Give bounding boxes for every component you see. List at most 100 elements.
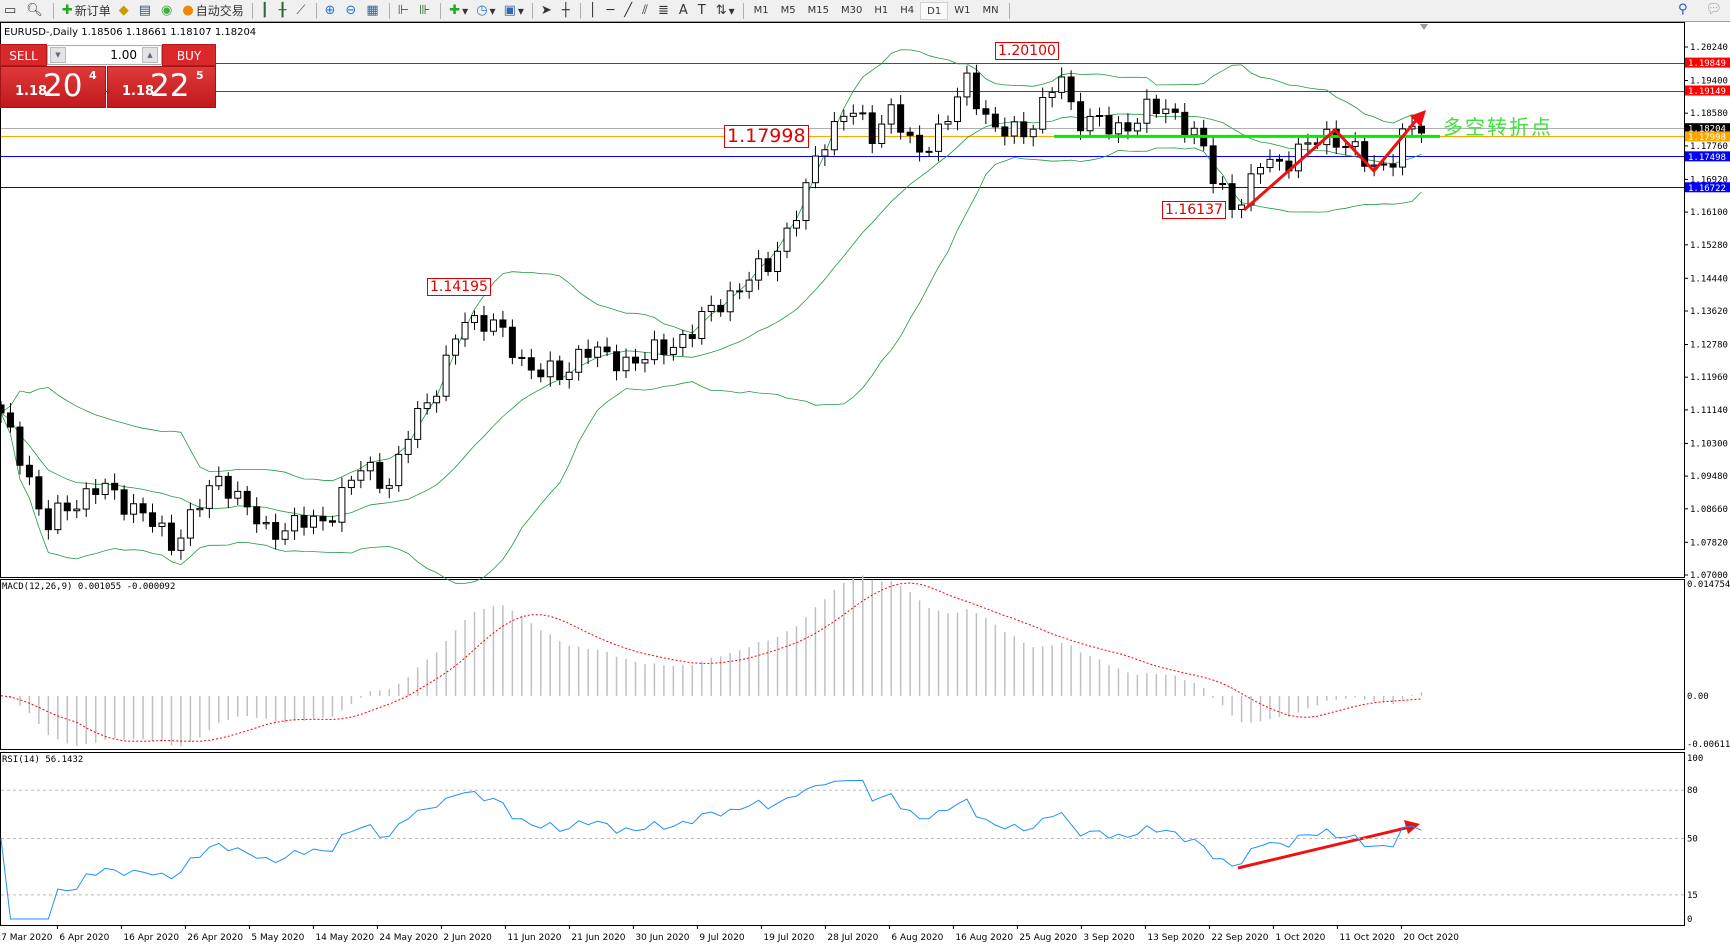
editor-icon: ◆ xyxy=(118,3,129,18)
arrows-button[interactable]: ⇅ ▾ xyxy=(715,3,735,18)
chat-icon[interactable]: 💬︎ xyxy=(1705,2,1722,17)
candle xyxy=(73,499,81,519)
candle-body xyxy=(186,509,194,539)
candle-body xyxy=(177,537,185,551)
candle xyxy=(149,503,157,533)
candle xyxy=(1228,174,1236,219)
periods-button[interactable]: ◷ ▾ xyxy=(476,3,496,18)
candle-body xyxy=(25,464,33,478)
price-marker xyxy=(1685,85,1730,96)
candle-body xyxy=(262,522,270,525)
candle xyxy=(613,344,621,381)
toolbar-right: ⚲ 💬︎ xyxy=(1678,2,1722,17)
candle-body xyxy=(167,522,175,551)
timeframe-h4[interactable]: H4 xyxy=(900,4,915,16)
candle-body xyxy=(0,404,5,414)
text-button[interactable]: A xyxy=(675,1,694,21)
price-label-pivot[interactable]: 1.17998 xyxy=(724,125,809,148)
annotation-text[interactable]: 多空转折点 xyxy=(1443,115,1553,139)
candlestick-button[interactable]: ╂ xyxy=(275,1,293,21)
candle xyxy=(1162,99,1170,124)
candle-body xyxy=(385,485,393,489)
timeframe-m5[interactable]: M5 xyxy=(780,4,796,16)
zoom-properties-button[interactable]: 🔍︎ xyxy=(22,1,49,21)
terminal-button[interactable]: ▤ xyxy=(135,1,157,21)
zoom-out-button[interactable]: ⊖ xyxy=(341,1,362,21)
candle xyxy=(1086,108,1094,137)
timeframe-m15[interactable]: M15 xyxy=(807,4,829,16)
chart-area[interactable]: 1.202401.194001.185801.177601.169201.161… xyxy=(0,22,1730,944)
candle xyxy=(944,115,952,131)
candle-body xyxy=(243,490,251,508)
price-label-june-high[interactable]: 1.14195 xyxy=(427,278,491,296)
new-order-button[interactable]: ✚ 新订单 xyxy=(58,1,115,21)
search-icon[interactable]: ⚲ xyxy=(1677,2,1688,17)
candle-body xyxy=(745,279,753,292)
metaeditor-button[interactable]: ◆ xyxy=(115,1,135,21)
auto-trade-label: 自动交易 xyxy=(195,4,244,18)
cursor-button[interactable]: ➤ xyxy=(537,1,558,21)
candle-body xyxy=(310,515,318,528)
fibonacci-button[interactable]: ≣ xyxy=(654,1,675,21)
auto-trade-button[interactable]: ● 自动交易 xyxy=(178,1,247,21)
candle-body xyxy=(471,315,478,323)
candle-body xyxy=(1048,91,1056,98)
buy-price-prefix: 1.18 xyxy=(122,84,155,99)
timeframe-m1[interactable]: M1 xyxy=(753,4,769,16)
zoom-in-button[interactable]: ⊕ xyxy=(321,1,342,21)
zoom-out-icon: ⊖ xyxy=(345,3,357,18)
timeframe-h1[interactable]: H1 xyxy=(874,4,889,16)
signals-button[interactable]: ◉ xyxy=(157,1,178,21)
channel-button[interactable]: ⫽ xyxy=(638,1,654,21)
candle xyxy=(1058,67,1066,100)
candle xyxy=(376,453,384,494)
line-chart-button[interactable]: ⟋ xyxy=(292,1,311,21)
candle xyxy=(414,401,422,449)
candle-body xyxy=(897,104,905,133)
timeframe-m30[interactable]: M30 xyxy=(841,4,863,16)
candle-body xyxy=(338,487,346,523)
date-axis-label: 16 Apr 2020 xyxy=(123,933,179,943)
sell-price[interactable]: 1.18 20 4 xyxy=(0,66,106,108)
candle-body xyxy=(707,304,715,313)
date-axis-label: 22 Sep 2020 xyxy=(1211,933,1268,943)
horizontal-line-button[interactable]: ─ xyxy=(602,1,620,21)
buy-button[interactable]: BUY xyxy=(162,44,216,66)
trendline-button[interactable]: ╱ xyxy=(620,1,638,21)
candle-body xyxy=(1266,158,1274,169)
candle-body xyxy=(319,515,327,522)
toolbar-separator xyxy=(388,2,390,19)
lot-increase-button[interactable]: ▲ xyxy=(142,47,158,63)
rsi-axis-label: 50 xyxy=(1687,835,1698,845)
lot-decrease-button[interactable]: ▼ xyxy=(50,47,66,63)
candle-body xyxy=(1067,76,1075,103)
autoscroll-button[interactable]: ⊩ xyxy=(394,1,415,21)
timeframe-w1[interactable]: W1 xyxy=(954,4,971,16)
templates-button[interactable]: ▣ ▾ xyxy=(503,3,524,18)
text-label-button[interactable]: T xyxy=(694,1,712,21)
timeframe-d1[interactable]: D1 xyxy=(920,1,949,20)
indicators-button[interactable]: ✚ ▾ xyxy=(449,3,469,18)
lot-size-input[interactable]: 1.00 xyxy=(47,45,162,65)
candle xyxy=(594,341,602,368)
sell-button[interactable]: SELL xyxy=(0,44,47,66)
candle xyxy=(319,506,327,531)
candle-body xyxy=(726,290,734,313)
cursor-icon: ➤ xyxy=(540,3,552,18)
bar-chart-button[interactable]: ┃ xyxy=(257,1,275,21)
candle xyxy=(1114,116,1122,143)
price-label-low[interactable]: 1.16137 xyxy=(1162,201,1226,219)
candle-body xyxy=(253,506,261,525)
buy-price[interactable]: 1.18 22 5 xyxy=(107,66,216,108)
date-axis-label: 20 Oct 2020 xyxy=(1403,933,1459,943)
clock-icon: ◷ xyxy=(476,3,488,18)
vertical-line-button[interactable]: │ xyxy=(585,1,603,21)
chart-shift-button[interactable]: ⊪ xyxy=(415,1,436,21)
candle-body xyxy=(1096,115,1104,118)
tile-windows-button[interactable]: ▦ xyxy=(362,1,384,21)
crosshair-button[interactable]: ┼ xyxy=(558,1,576,21)
candle xyxy=(811,146,819,189)
price-label-high[interactable]: 1.20100 xyxy=(995,42,1059,60)
timeframe-mn[interactable]: MN xyxy=(982,4,999,16)
chart-window-button[interactable]: ▭ xyxy=(0,1,22,21)
